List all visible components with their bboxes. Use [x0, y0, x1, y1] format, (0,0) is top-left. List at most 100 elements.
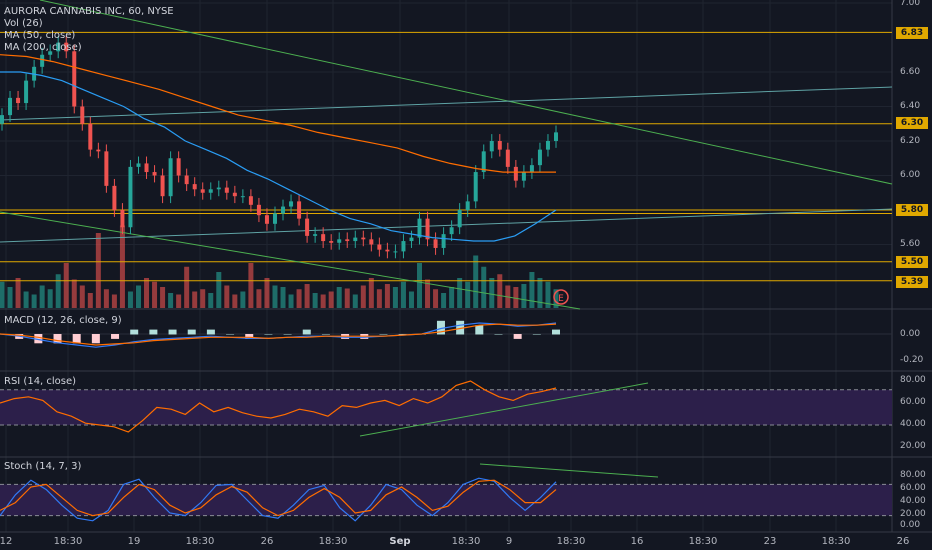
volume-bar: [489, 278, 495, 308]
trendline: [0, 86, 893, 121]
macd-histogram-bar: [206, 329, 215, 335]
candle-body: [48, 51, 53, 55]
macd-histogram-bar: [72, 334, 81, 344]
volume-bar: [248, 263, 254, 308]
macd-histogram-bar: [552, 329, 560, 335]
volume-bar: [127, 291, 133, 308]
candle-body: [289, 201, 294, 207]
macd-histogram-bar: [475, 325, 484, 335]
candle-body: [409, 237, 414, 242]
legend-volume: Vol (26): [4, 18, 43, 29]
volume-bar: [200, 289, 206, 308]
x-tick: 26: [896, 536, 910, 547]
x-tick: 19: [127, 536, 141, 547]
candle-body: [425, 218, 430, 240]
candle-body: [401, 241, 406, 252]
rsi-tick: 20.00: [900, 441, 926, 451]
volume-bar: [288, 294, 294, 308]
macd-histogram-bar: [168, 329, 177, 335]
rsi-tick: 60.00: [900, 397, 926, 407]
volume-bar: [272, 285, 278, 308]
candle-body: [16, 97, 21, 104]
candle-body: [337, 239, 342, 243]
candle-body: [473, 172, 478, 202]
candle-body: [72, 51, 77, 107]
volume-bar: [39, 285, 45, 308]
volume-bar: [352, 294, 358, 308]
rsi-trendline: [359, 382, 649, 437]
price-tick: 6.60: [900, 67, 921, 77]
candle-body: [481, 151, 486, 173]
volume-bar: [15, 278, 21, 308]
x-tick: 9: [505, 536, 513, 547]
stoch-tick: 0.00: [900, 520, 921, 530]
candle-body: [256, 204, 261, 216]
candle-body: [377, 244, 382, 250]
volume-bar: [152, 281, 158, 308]
candle-body: [128, 166, 133, 228]
candle-body: [56, 42, 61, 52]
volume-bar: [144, 278, 150, 308]
stoch-tick: 80.00: [900, 470, 926, 480]
candle-body: [513, 166, 518, 181]
x-tick: 18:30: [451, 536, 481, 547]
volume-bar: [417, 263, 423, 308]
volume-bar: [481, 266, 487, 308]
volume-bar: [344, 288, 350, 308]
volume-bar: [513, 287, 519, 308]
candle-body: [0, 115, 4, 124]
volume-bar: [192, 291, 198, 308]
level-label: 5.50: [896, 256, 928, 268]
x-tick: 18:30: [821, 536, 851, 547]
stoch-band: [0, 484, 892, 516]
macd-histogram-bar: [91, 334, 100, 344]
volume-bar: [320, 294, 326, 308]
macd-histogram-bar: [532, 334, 541, 335]
x-tick: 18:30: [688, 536, 718, 547]
macd-histogram-bar: [379, 334, 388, 335]
earnings-label: E: [558, 294, 564, 304]
macd-histogram-bar: [149, 329, 158, 335]
price-tick: 6.40: [900, 101, 921, 111]
candle-body: [385, 249, 390, 252]
candle-body: [96, 149, 101, 152]
macd-histogram-bar: [245, 334, 254, 339]
volume-bar: [256, 289, 262, 308]
volume-bar: [216, 272, 222, 308]
chart-title: AURORA CANNABIS INC, 60, NYSE: [4, 6, 174, 17]
candle-body: [136, 163, 141, 167]
volume-bar: [336, 287, 342, 308]
volume-bar: [376, 289, 382, 308]
candle-body: [264, 215, 269, 224]
macd-histogram-bar: [456, 320, 465, 335]
candle-body: [184, 175, 189, 185]
volume-bar: [0, 281, 5, 308]
volume-bar: [208, 293, 214, 308]
candle-body: [200, 189, 205, 193]
candle-body: [345, 239, 350, 242]
macd-histogram-bar: [130, 329, 139, 335]
x-tick: 16: [630, 536, 644, 547]
volume-bar: [79, 285, 85, 308]
volume-bar: [457, 278, 463, 308]
volume-bar: [400, 281, 406, 308]
volume-bar: [497, 274, 503, 308]
volume-bar: [360, 285, 366, 308]
rsi-title: RSI (14, close): [4, 376, 77, 387]
candle-body: [505, 149, 510, 167]
volume-bar: [111, 294, 117, 308]
candle-body: [80, 106, 85, 124]
candle-body: [144, 163, 149, 173]
x-tick: 18:30: [185, 536, 215, 547]
level-label: 5.80: [896, 204, 928, 216]
stoch-tick: 20.00: [900, 509, 926, 519]
candle-body: [240, 196, 245, 198]
volume-bar: [23, 291, 29, 308]
ma50-line: [0, 71, 557, 242]
rsi-band: [0, 389, 892, 425]
candle-body: [40, 54, 45, 67]
candle-body: [297, 201, 302, 219]
candle-body: [120, 210, 125, 228]
